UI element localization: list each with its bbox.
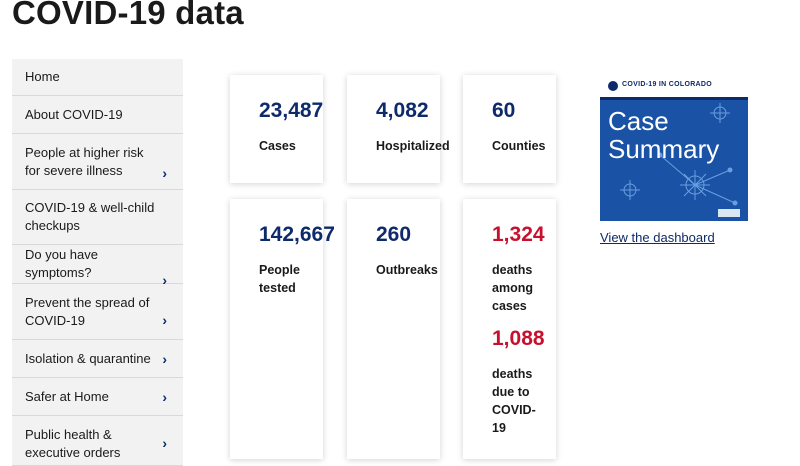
- chevron-right-icon: ›: [162, 272, 167, 288]
- view-dashboard-link[interactable]: View the dashboard: [600, 230, 715, 245]
- stat-value-deaths-among-cases: 1,324: [492, 223, 545, 246]
- sidebar-item-symptoms[interactable]: Do you have symptoms? ›: [12, 245, 183, 288]
- chevron-right-icon: ›: [162, 389, 167, 405]
- stat-card-outbreaks: 260 Outbreaks: [347, 199, 440, 459]
- stat-label: Counties: [492, 139, 546, 153]
- stat-label: deaths due to COVID-19: [492, 367, 536, 435]
- stat-card-deaths: 1,324 deaths among cases 1,088 deaths du…: [463, 199, 556, 459]
- sidebar-item-higher-risk[interactable]: People at higher risk for severe illness…: [12, 134, 183, 190]
- stat-label: Outbreaks: [376, 263, 438, 277]
- stat-value: 23,487: [259, 99, 324, 122]
- virus-illustration: [620, 103, 740, 217]
- sidebar-item-label: Prevent the spread of COVID-19: [25, 294, 150, 328]
- thumbnail-title-line1: Case: [608, 106, 669, 136]
- sidebar-item-public-health[interactable]: Public health & executive orders ›: [12, 416, 183, 466]
- sidebar-item-label: COVID-19 & well-child checkups: [25, 200, 155, 233]
- sidebar-item-label: Safer at Home: [25, 388, 109, 404]
- chevron-right-icon: ›: [162, 351, 167, 367]
- sidebar-item-prevent-spread[interactable]: Prevent the spread of COVID-19 ›: [12, 284, 183, 340]
- sidebar-item-label: Public health & executive orders: [25, 427, 121, 460]
- stat-label: People tested: [259, 263, 300, 295]
- stat-card-cases: 23,487 Cases: [230, 75, 323, 183]
- stat-label: Hospitalized: [376, 139, 450, 153]
- stat-label: deaths among cases: [492, 263, 533, 313]
- sidebar-item-home[interactable]: Home: [12, 59, 183, 96]
- stat-value: 142,667: [259, 223, 335, 246]
- chevron-right-icon: ›: [162, 312, 167, 328]
- case-summary-thumbnail[interactable]: COVID-19 IN COLORADO Case Summary: [600, 75, 748, 221]
- sidebar-item-label: People at higher risk for severe illness: [25, 144, 144, 178]
- thumbnail-title: Case Summary: [608, 107, 719, 163]
- stat-card-counties: 60 Counties: [463, 75, 556, 183]
- colorado-seal-icon: [608, 81, 618, 91]
- stat-value: 60: [492, 99, 516, 122]
- thumbnail-header-text: COVID-19 IN COLORADO: [622, 81, 713, 88]
- sidebar-item-label: Home: [25, 69, 60, 84]
- thumbnail-title-line2: Summary: [608, 134, 720, 164]
- stat-card-hospitalized: 4,082 Hospitalized: [347, 75, 450, 183]
- sidebar-item-isolation[interactable]: Isolation & quarantine ›: [12, 340, 183, 378]
- sidebar-nav: Home About COVID-19 People at higher ris…: [12, 59, 183, 466]
- sidebar-item-label: About COVID-19: [25, 106, 123, 122]
- stat-value-deaths-due: 1,088: [492, 327, 545, 350]
- sidebar-item-label: Do you have symptoms?: [25, 247, 98, 280]
- stat-label: Cases: [259, 139, 296, 153]
- chevron-right-icon: ›: [162, 435, 167, 451]
- sidebar-item-label: Isolation & quarantine: [25, 350, 151, 366]
- thumbnail-header: COVID-19 IN COLORADO: [600, 75, 748, 100]
- stat-card-people-tested: 142,667 People tested: [230, 199, 335, 459]
- sidebar-item-about-covid[interactable]: About COVID-19: [12, 96, 183, 134]
- stat-value: 260: [376, 223, 412, 246]
- page-title: COVID-19 data: [12, 0, 244, 31]
- chevron-right-icon: ›: [162, 165, 167, 181]
- sidebar-item-well-child[interactable]: COVID-19 & well-child checkups: [12, 190, 183, 245]
- stat-value: 4,082: [376, 99, 429, 122]
- sidebar-item-safer-at-home[interactable]: Safer at Home ›: [12, 378, 183, 416]
